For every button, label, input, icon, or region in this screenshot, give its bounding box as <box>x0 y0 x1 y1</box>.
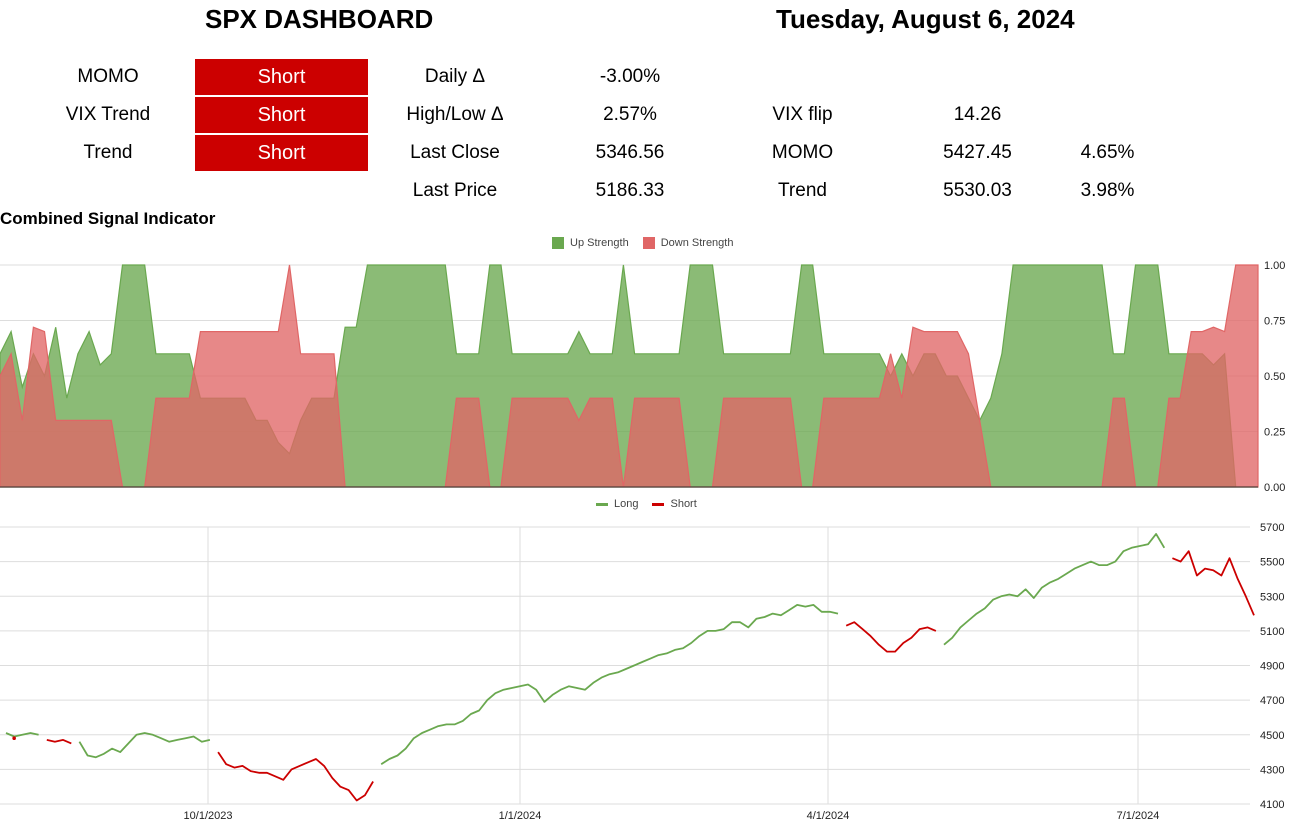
x-tick-label: 1/1/2024 <box>499 810 542 822</box>
signal-badge-vix-trend: Short <box>195 97 368 133</box>
y-tick-label: 4100 <box>1260 799 1284 811</box>
momo-level-pct: 4.65% <box>1080 142 1135 163</box>
y-tick-label: 0.25 <box>1264 427 1285 439</box>
vix-flip-value: 14.26 <box>953 104 1002 125</box>
last-close-label: Last Close <box>410 142 500 163</box>
last-price-label: Last Price <box>412 180 498 201</box>
short-series-line <box>46 550 1255 802</box>
highlow-delta-label: High/Low Δ <box>406 104 504 125</box>
last-price-value: 5186.33 <box>595 180 665 201</box>
y-tick-label: 5100 <box>1260 626 1284 638</box>
y-tick-label: 4700 <box>1260 695 1284 707</box>
y-tick-label: 0.50 <box>1264 371 1285 383</box>
signal-label-momo: MOMO <box>77 66 139 87</box>
y-tick-label: 4900 <box>1260 661 1284 673</box>
daily-delta-label: Daily Δ <box>424 66 486 87</box>
legend-label-down: Down Strength <box>660 237 734 249</box>
long-series-line <box>5 533 1166 765</box>
legend-swatch-down <box>642 237 655 249</box>
series-point <box>12 736 16 741</box>
x-tick-label: 7/1/2024 <box>1117 810 1160 822</box>
legend-swatch-long <box>596 502 608 506</box>
momo-level-value: 5427.45 <box>943 142 1012 163</box>
legend-label-short: Short <box>670 498 697 510</box>
page-title: SPX DASHBOARD <box>205 4 434 34</box>
x-tick-label: 10/1/2023 <box>184 810 233 822</box>
y-tick-label: 0.75 <box>1264 316 1285 328</box>
momo-level-label: MOMO <box>771 142 834 163</box>
y-tick-label: 1.00 <box>1264 260 1285 272</box>
trend-level-pct: 3.98% <box>1080 180 1135 201</box>
trend-level-value: 5530.03 <box>943 180 1012 201</box>
y-tick-label: 0.00 <box>1264 482 1285 494</box>
y-tick-label: 5700 <box>1260 522 1284 534</box>
legend-label-up: Up Strength <box>570 237 629 249</box>
legend-price: Long Short <box>596 498 697 510</box>
daily-delta-value: -3.00% <box>599 66 661 87</box>
y-tick-label: 5300 <box>1260 591 1284 603</box>
y-tick-label: 4500 <box>1260 730 1284 742</box>
trend-level-label: Trend <box>778 180 827 201</box>
y-tick-label: 5500 <box>1260 557 1284 569</box>
legend-signal: Up Strength Down Strength <box>552 237 733 249</box>
signal-label-trend: Trend <box>83 142 133 163</box>
vix-flip-label: VIX flip <box>772 104 833 125</box>
price-line-chart: 5700 5500 5300 5100 4900 4700 4500 4300 4100 10/1… <box>0 522 1284 822</box>
signal-badge-trend: Short <box>195 135 368 171</box>
signal-badge-momo: Short <box>195 59 368 95</box>
highlow-delta-value: 2.57% <box>603 104 657 125</box>
date-title: Tuesday, August 6, 2024 <box>776 4 1075 34</box>
x-tick-label: 4/1/2024 <box>807 810 850 822</box>
signal-label-vix-trend: VIX Trend <box>65 104 151 125</box>
chart-title: Combined Signal Indicator <box>0 209 216 228</box>
last-close-value: 5346.56 <box>595 142 665 163</box>
signal-area-chart: 1.00 0.75 0.50 0.25 0.00 <box>0 260 1285 494</box>
legend-label-long: Long <box>614 498 639 510</box>
legend-swatch-up <box>552 237 564 249</box>
y-tick-label: 4300 <box>1260 764 1284 776</box>
legend-swatch-short <box>652 502 665 506</box>
